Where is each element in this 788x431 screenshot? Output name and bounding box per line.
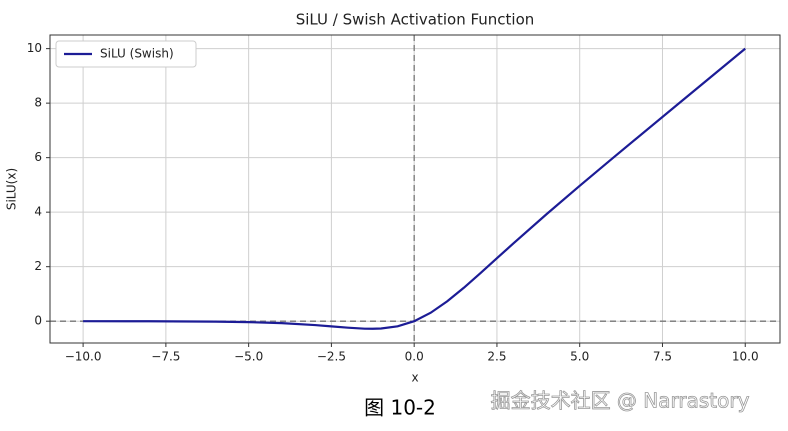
chart-title: SiLU / Swish Activation Function <box>296 11 535 29</box>
x-tick-label: 2.5 <box>487 350 506 364</box>
y-tick-label: 0 <box>34 314 42 328</box>
y-axis-label: SiLU(x) <box>5 168 19 210</box>
line <box>83 47 746 330</box>
x-tick-label: −5.0 <box>234 350 263 364</box>
legend-box <box>55 40 197 68</box>
x-tick-label: −10.0 <box>65 350 102 364</box>
x-tick-label: 5.0 <box>570 350 589 364</box>
y-tick-label: 8 <box>34 96 42 110</box>
x-axis-label: x <box>411 371 418 385</box>
y-tick-label: 2 <box>34 259 42 273</box>
y-tick-label: 10 <box>27 41 42 55</box>
x-tick-label: 0.0 <box>405 350 424 364</box>
x-tick-label: −2.5 <box>317 350 346 364</box>
watermark: 掘金技术社区 @ Narrastory <box>491 389 750 413</box>
legend-label: SiLU (Swish) <box>100 47 174 61</box>
y-tick-label: 4 <box>34 205 42 219</box>
plot-frame <box>49 34 781 344</box>
x-tick-label: 10.0 <box>732 350 759 364</box>
caption: 图 10-2 <box>364 396 436 420</box>
x-tick-label: −7.5 <box>151 350 180 364</box>
y-tick-label: 6 <box>34 150 42 164</box>
x-tick-label: 7.5 <box>653 350 672 364</box>
